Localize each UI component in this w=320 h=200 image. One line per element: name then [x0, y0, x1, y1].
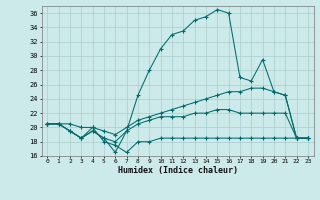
X-axis label: Humidex (Indice chaleur): Humidex (Indice chaleur)	[118, 166, 237, 175]
